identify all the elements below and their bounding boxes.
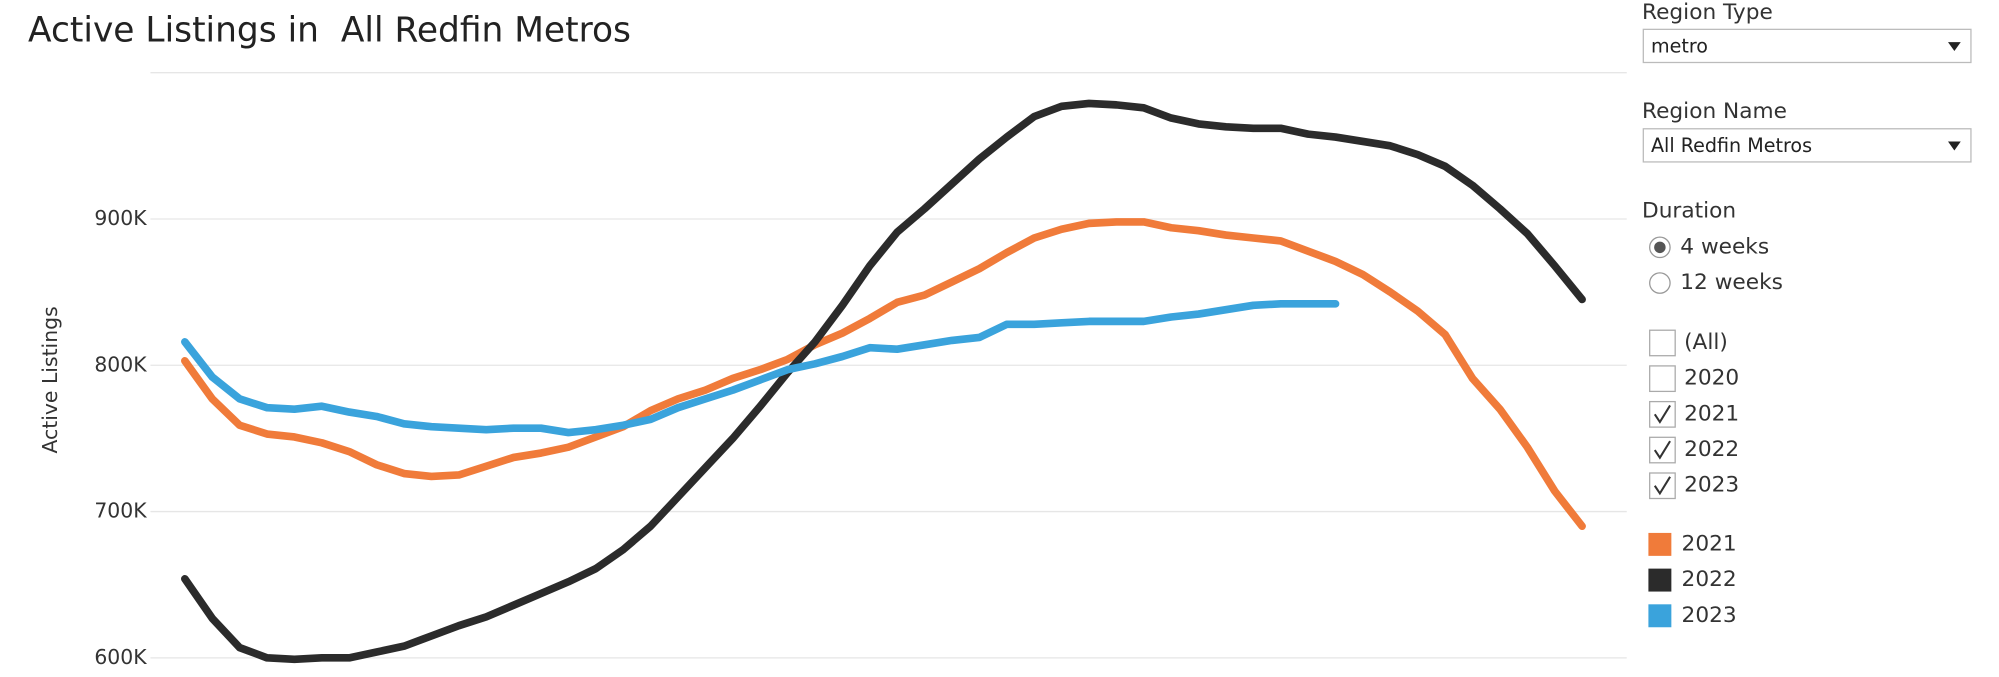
checkbox-label: 2023 — [1684, 473, 1739, 498]
checkbox-label: 2021 — [1684, 401, 1739, 426]
y-tick-label: 800K — [94, 352, 147, 376]
filter-label: Duration — [1642, 199, 1736, 224]
filter-label: Region Type — [1642, 0, 1773, 25]
legend-label: 2022 — [1682, 567, 1737, 592]
checkmark — [1653, 404, 1671, 424]
checkbox[interactable] — [1649, 436, 1676, 464]
legend-swatch — [1648, 532, 1672, 556]
filter-label: Region Name — [1642, 99, 1787, 124]
radio-label: 4 weeks — [1680, 234, 1769, 259]
y-tick-label: 700K — [94, 499, 147, 523]
checkmark — [1653, 440, 1671, 460]
radio-button[interactable] — [1649, 272, 1671, 294]
dropdown[interactable] — [1642, 28, 1972, 64]
dropdown-value: All Redfin Metros — [1651, 134, 1812, 157]
checkbox-label: (All) — [1684, 330, 1728, 355]
radio-dot — [1654, 241, 1666, 254]
checkmark — [1653, 476, 1671, 496]
chart-title: Active Listings in All Redfin Metros — [28, 10, 631, 50]
legend-label: 2023 — [1682, 603, 1737, 628]
dropdown-value: metro — [1651, 35, 1708, 58]
dropdown[interactable] — [1642, 128, 1972, 163]
dropdown-arrow — [1948, 42, 1961, 52]
line-series — [181, 99, 1586, 664]
checkbox[interactable] — [1649, 365, 1676, 393]
line-series — [181, 218, 1586, 531]
checkbox-label: 2020 — [1684, 366, 1739, 391]
y-tick-label: 600K — [94, 645, 147, 669]
checkbox[interactable] — [1649, 400, 1676, 428]
checkbox[interactable] — [1649, 472, 1676, 500]
line-series — [181, 300, 1340, 437]
y-tick-label: 900K — [94, 206, 147, 230]
y-axis-label: Active Listings — [38, 306, 62, 453]
radio-label: 12 weeks — [1680, 270, 1783, 295]
checkbox[interactable] — [1649, 329, 1676, 357]
legend-swatch — [1648, 604, 1672, 628]
legend-label: 2021 — [1682, 531, 1737, 556]
checkbox-label: 2022 — [1684, 437, 1739, 462]
dropdown-arrow — [1948, 141, 1961, 151]
legend-swatch — [1648, 568, 1672, 592]
